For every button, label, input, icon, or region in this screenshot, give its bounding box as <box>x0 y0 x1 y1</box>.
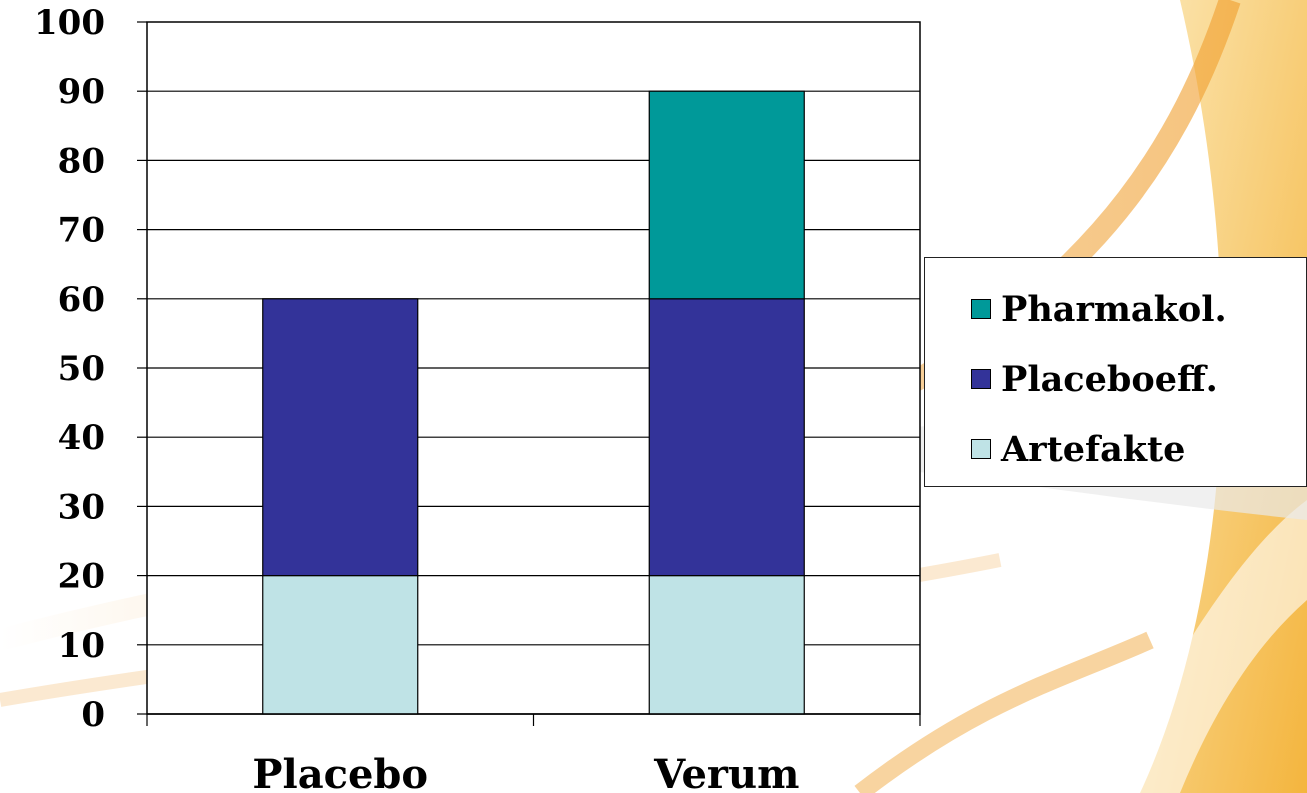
bar-verum-artefakte <box>648 574 805 715</box>
y-axis-tick-labels: 0 10 20 30 40 50 60 70 80 90 100 <box>34 3 105 735</box>
legend-swatch-placeboeff <box>971 369 991 389</box>
y-tick-label: 70 <box>58 211 105 251</box>
bar-verum-pharmakol <box>648 90 805 300</box>
y-tick-label: 0 <box>81 695 105 735</box>
x-category-label: Placebo <box>252 751 428 793</box>
y-tick-label: 20 <box>58 557 105 597</box>
bar-placebo-artefakte <box>262 574 419 715</box>
y-tick-label: 40 <box>58 418 105 458</box>
legend: Pharmakol. Placeboeff. Artefakte <box>924 257 1307 487</box>
y-tick-label: 90 <box>58 72 105 112</box>
legend-label-placeboeff: Placeboeff. <box>1001 358 1218 400</box>
legend-item-pharmakol: Pharmakol. <box>971 274 1306 344</box>
legend-label-pharmakol: Pharmakol. <box>1001 288 1227 330</box>
y-tick-label: 60 <box>58 280 105 320</box>
y-tick-label: 80 <box>58 141 105 181</box>
legend-swatch-artefakte <box>971 439 991 459</box>
x-category-label: Verum <box>653 751 799 793</box>
y-tick-label: 10 <box>58 626 105 666</box>
y-tick-label: 50 <box>58 349 105 389</box>
x-axis: Placebo Verum <box>146 713 921 793</box>
legend-swatch-pharmakol <box>971 299 991 319</box>
bars <box>262 90 805 715</box>
bar-verum-placeboeff <box>648 298 805 577</box>
bar-placebo-placeboeff <box>262 298 419 577</box>
y-tick-label: 100 <box>34 3 105 43</box>
y-tick-label: 30 <box>58 487 105 527</box>
legend-item-placeboeff: Placeboeff. <box>971 344 1306 414</box>
legend-label-artefakte: Artefakte <box>1001 428 1186 470</box>
legend-item-artefakte: Artefakte <box>971 414 1306 484</box>
